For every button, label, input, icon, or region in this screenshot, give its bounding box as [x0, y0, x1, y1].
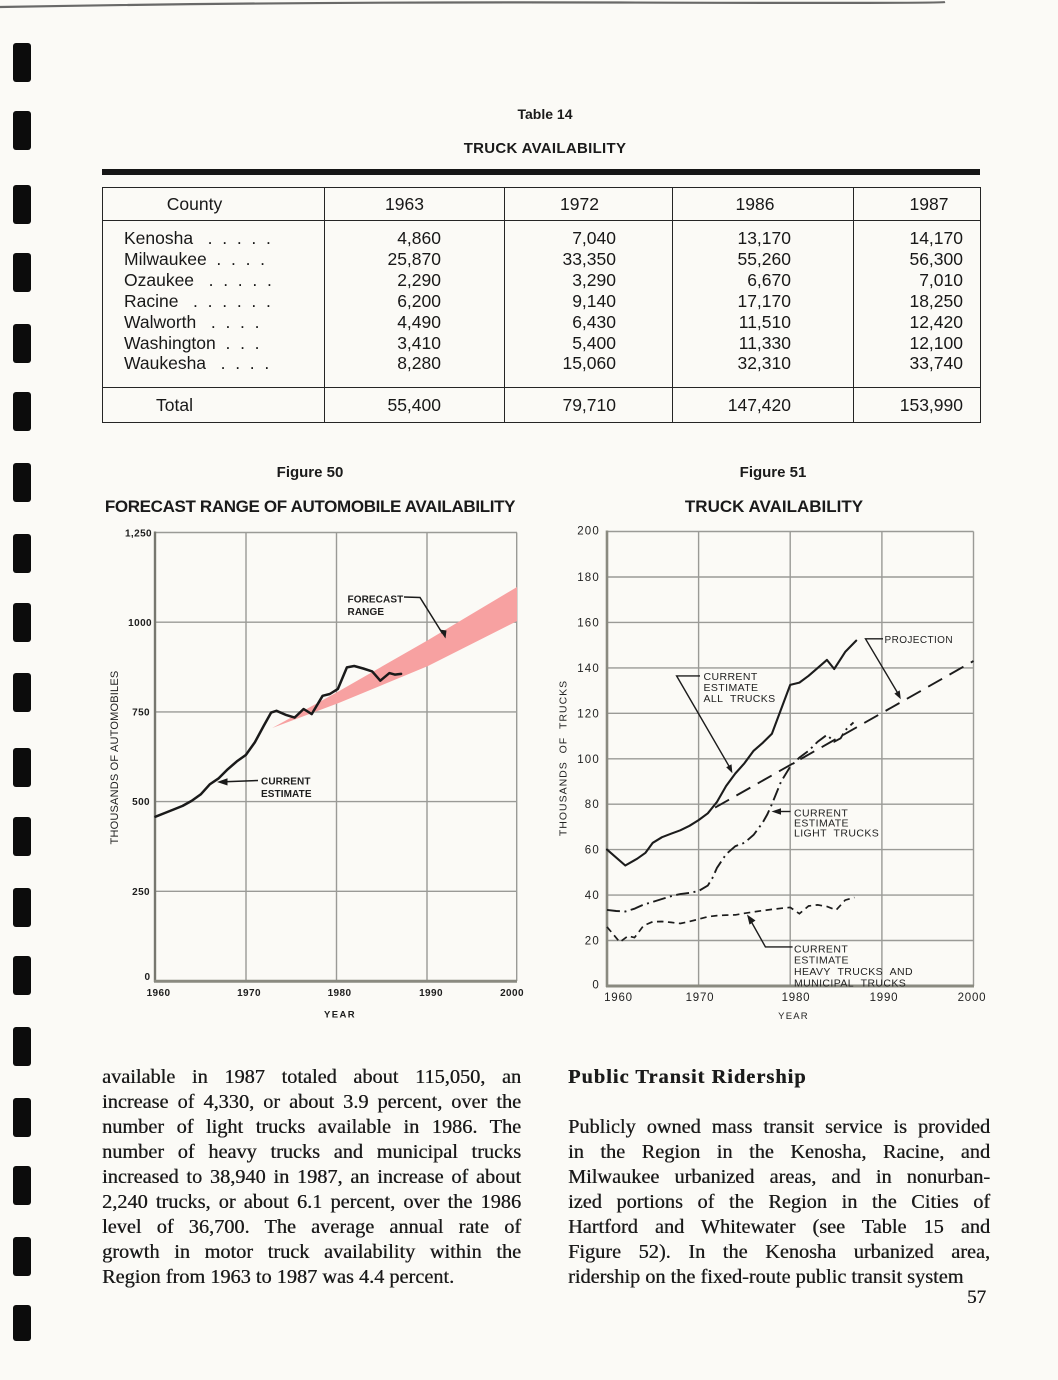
svg-text:100: 100 [577, 754, 600, 766]
svg-text:ESTIMATE: ESTIMATE [794, 818, 849, 830]
svg-text:1980: 1980 [782, 992, 811, 1004]
svg-text:40: 40 [585, 890, 600, 902]
svg-text:200: 200 [577, 525, 600, 537]
svg-text:CURRENT: CURRENT [794, 808, 848, 820]
svg-text:1990: 1990 [870, 992, 899, 1004]
svg-text:THOUSANDS OF AUTOMOBILES: THOUSANDS OF AUTOMOBILES [109, 671, 121, 845]
svg-text:0: 0 [592, 980, 600, 992]
svg-text:CURRENT: CURRENT [794, 944, 848, 956]
svg-text:YEAR: YEAR [324, 1010, 356, 1021]
svg-text:0: 0 [145, 972, 151, 983]
svg-text:750: 750 [132, 708, 150, 719]
svg-text:1980: 1980 [328, 988, 352, 999]
svg-text:HEAVY TRUCKS AND: HEAVY TRUCKS AND [794, 966, 913, 978]
svg-text:YEAR: YEAR [778, 1011, 809, 1022]
svg-text:ESTIMATE: ESTIMATE [794, 955, 849, 967]
svg-text:CURRENT: CURRENT [261, 777, 311, 788]
svg-text:RANGE: RANGE [348, 607, 385, 618]
svg-text:1990: 1990 [419, 988, 443, 999]
svg-text:80: 80 [585, 799, 600, 811]
svg-text:PROJECTION: PROJECTION [885, 635, 953, 646]
svg-text:140: 140 [577, 663, 600, 675]
svg-text:500: 500 [132, 797, 150, 808]
svg-text:THOUSANDS OF TRUCKS: THOUSANDS OF TRUCKS [558, 680, 570, 836]
svg-text:1960: 1960 [604, 992, 633, 1004]
svg-text:60: 60 [585, 845, 600, 857]
svg-text:1,250: 1,250 [125, 529, 152, 540]
svg-text:MUNICIPAL TRUCKS: MUNICIPAL TRUCKS [794, 978, 906, 990]
svg-text:ALL TRUCKS: ALL TRUCKS [704, 693, 776, 705]
svg-text:250: 250 [132, 887, 150, 898]
svg-text:160: 160 [577, 617, 600, 629]
svg-text:1960: 1960 [147, 988, 171, 999]
svg-text:20: 20 [585, 936, 600, 948]
svg-text:1000: 1000 [128, 618, 152, 629]
svg-text:1970: 1970 [237, 988, 261, 999]
svg-text:180: 180 [577, 572, 600, 584]
svg-text:2000: 2000 [958, 992, 987, 1004]
svg-text:LIGHT TRUCKS: LIGHT TRUCKS [794, 828, 879, 840]
svg-text:CURRENT: CURRENT [704, 671, 758, 683]
svg-text:ESTIMATE: ESTIMATE [261, 789, 312, 800]
svg-text:ESTIMATE: ESTIMATE [704, 682, 759, 694]
svg-text:1970: 1970 [686, 992, 715, 1004]
svg-text:2000: 2000 [500, 988, 524, 999]
svg-text:120: 120 [577, 708, 600, 720]
svg-text:FORECAST: FORECAST [348, 595, 404, 606]
